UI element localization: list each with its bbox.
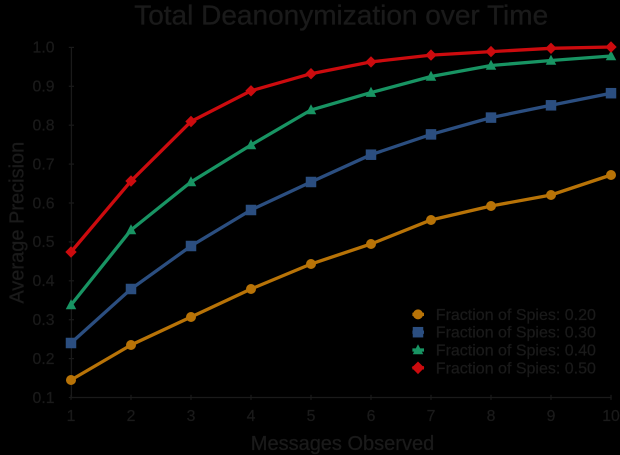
svg-text:9: 9	[547, 408, 556, 425]
svg-text:4: 4	[247, 408, 256, 425]
svg-text:0.5: 0.5	[33, 234, 55, 251]
svg-text:Fraction of Spies: 0.50: Fraction of Spies: 0.50	[436, 360, 596, 377]
svg-text:2: 2	[127, 408, 136, 425]
svg-text:Fraction of Spies: 0.30: Fraction of Spies: 0.30	[436, 325, 596, 342]
svg-text:0.7: 0.7	[33, 156, 55, 173]
svg-text:0.8: 0.8	[33, 118, 55, 135]
svg-text:0.4: 0.4	[33, 273, 55, 290]
svg-text:0.1: 0.1	[33, 390, 55, 407]
svg-text:1: 1	[67, 408, 76, 425]
svg-text:7: 7	[427, 408, 436, 425]
svg-text:Fraction of Spies: 0.40: Fraction of Spies: 0.40	[436, 343, 596, 360]
svg-text:3: 3	[187, 408, 196, 425]
svg-text:Fraction of Spies: 0.20: Fraction of Spies: 0.20	[436, 307, 596, 324]
svg-text:Average Precision: Average Precision	[7, 142, 29, 304]
svg-text:6: 6	[367, 408, 376, 425]
svg-text:0.2: 0.2	[33, 351, 55, 368]
svg-text:0.9: 0.9	[33, 79, 55, 96]
svg-text:10: 10	[602, 408, 620, 425]
svg-text:0.3: 0.3	[33, 312, 55, 329]
svg-text:1.0: 1.0	[33, 40, 55, 57]
svg-text:8: 8	[487, 408, 496, 425]
svg-text:Total Deanonymization over Tim: Total Deanonymization over Time	[134, 0, 548, 31]
svg-text:0.6: 0.6	[33, 195, 55, 212]
svg-text:Messages Observed: Messages Observed	[251, 433, 434, 455]
svg-text:5: 5	[307, 408, 316, 425]
